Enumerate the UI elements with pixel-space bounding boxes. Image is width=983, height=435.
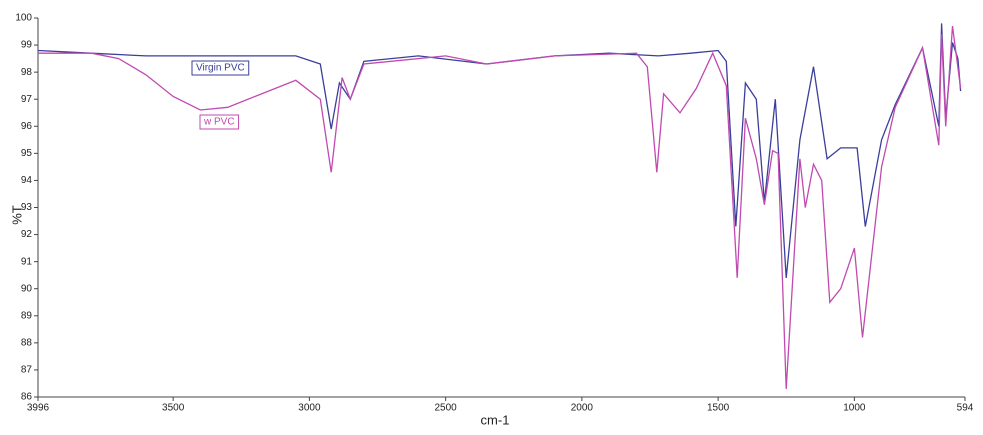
y-axis-label: %T [9, 205, 24, 225]
y-tick-label: 92 [21, 229, 33, 240]
series-label: Virgin PVC [196, 63, 245, 74]
spectrum-line [37, 23, 962, 278]
y-tick-label: 87 [21, 365, 33, 376]
series-label: w PVC [203, 117, 235, 128]
x-tick-label: 3996 [27, 403, 50, 414]
y-tick-label: 99 [21, 40, 33, 51]
x-tick-label: 594 [957, 403, 974, 414]
y-tick-label: 97 [21, 94, 33, 105]
series-label-box [199, 114, 240, 130]
x-tick-label: 2000 [571, 403, 594, 414]
x-tick-label: 3000 [298, 403, 321, 414]
x-tick-label: 1000 [843, 403, 866, 414]
y-tick-label: 90 [21, 283, 33, 294]
series-label-box [191, 60, 250, 76]
y-tick-label: 91 [21, 256, 33, 267]
y-tick-label: 98 [21, 67, 33, 78]
y-tick-label: 100 [15, 13, 32, 24]
x-axis-label: cm-1 [481, 412, 510, 427]
spectrum-line [38, 26, 962, 389]
x-tick-label: 3500 [162, 403, 185, 414]
x-tick-label: 2500 [435, 403, 458, 414]
y-tick-label: 94 [21, 175, 33, 186]
y-tick-label: 95 [21, 148, 33, 159]
y-tick-label: 86 [21, 392, 33, 403]
y-tick-label: 96 [21, 121, 33, 132]
y-tick-label: 89 [21, 310, 33, 321]
y-tick-label: 93 [21, 202, 33, 213]
x-tick-label: 1500 [707, 403, 730, 414]
y-tick-label: 88 [21, 337, 33, 348]
